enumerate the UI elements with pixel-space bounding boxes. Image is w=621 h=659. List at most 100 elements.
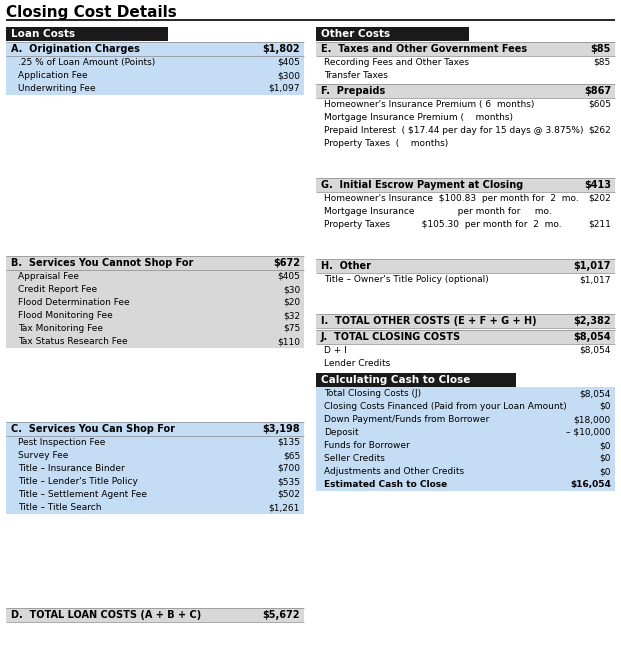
Text: Mortgage Insurance Premium (    months): Mortgage Insurance Premium ( months) bbox=[324, 113, 513, 122]
Text: $262: $262 bbox=[588, 126, 611, 135]
Bar bbox=[316, 314, 615, 328]
Text: $1,802: $1,802 bbox=[263, 44, 300, 54]
Text: Flood Monitoring Fee: Flood Monitoring Fee bbox=[18, 311, 113, 320]
Text: Closing Costs Financed (Paid from your Loan Amount): Closing Costs Financed (Paid from your L… bbox=[324, 402, 567, 411]
Text: $502: $502 bbox=[277, 490, 300, 499]
Text: Lender Credits: Lender Credits bbox=[324, 359, 390, 368]
Text: .25 % of Loan Amount (Points): .25 % of Loan Amount (Points) bbox=[18, 58, 155, 67]
Text: J.  TOTAL CLOSING COSTS: J. TOTAL CLOSING COSTS bbox=[321, 332, 461, 342]
Text: $0: $0 bbox=[599, 402, 611, 411]
Text: $1,017: $1,017 bbox=[574, 261, 611, 271]
Text: Closing Cost Details: Closing Cost Details bbox=[6, 5, 177, 20]
Text: $8,054: $8,054 bbox=[573, 332, 611, 342]
Text: Underwriting Fee: Underwriting Fee bbox=[18, 84, 96, 93]
Bar bbox=[316, 259, 615, 273]
Text: $202: $202 bbox=[588, 194, 611, 203]
Text: Prepaid Interest  ( $17.44 per day for 15 days @ 3.875%): Prepaid Interest ( $17.44 per day for 15… bbox=[324, 126, 584, 135]
Bar bbox=[316, 273, 615, 286]
Text: H.  Other: H. Other bbox=[321, 261, 371, 271]
Text: $1,261: $1,261 bbox=[269, 503, 300, 512]
Text: F.  Prepaids: F. Prepaids bbox=[321, 86, 385, 96]
Text: $65: $65 bbox=[283, 451, 300, 460]
Text: Transfer Taxes: Transfer Taxes bbox=[324, 71, 388, 80]
Text: $20: $20 bbox=[283, 298, 300, 307]
Text: $535: $535 bbox=[277, 477, 300, 486]
Text: I.  TOTAL OTHER COSTS (E + F + G + H): I. TOTAL OTHER COSTS (E + F + G + H) bbox=[321, 316, 537, 326]
Text: $75: $75 bbox=[283, 324, 300, 333]
Text: Title – Title Search: Title – Title Search bbox=[18, 503, 101, 512]
Text: $85: $85 bbox=[591, 44, 611, 54]
Text: Survey Fee: Survey Fee bbox=[18, 451, 68, 460]
Text: Loan Costs: Loan Costs bbox=[11, 29, 75, 39]
Text: Mortgage Insurance               per month for     mo.: Mortgage Insurance per month for mo. bbox=[324, 207, 551, 216]
Text: $405: $405 bbox=[277, 58, 300, 67]
Bar bbox=[316, 84, 615, 98]
Text: Property Taxes           $105.30  per month for  2  mo.: Property Taxes $105.30 per month for 2 m… bbox=[324, 220, 561, 229]
Text: $85: $85 bbox=[594, 58, 611, 67]
Text: Seller Credits: Seller Credits bbox=[324, 454, 385, 463]
Text: Appraisal Fee: Appraisal Fee bbox=[18, 272, 79, 281]
Bar bbox=[316, 42, 615, 56]
Bar bbox=[316, 373, 516, 387]
Bar bbox=[316, 192, 615, 231]
Bar bbox=[6, 422, 304, 436]
Text: Title – Lender's Title Policy: Title – Lender's Title Policy bbox=[18, 477, 138, 486]
Text: $5,672: $5,672 bbox=[263, 610, 300, 620]
Text: Homeowner's Insurance Premium ( 6  months): Homeowner's Insurance Premium ( 6 months… bbox=[324, 100, 535, 109]
Text: $0: $0 bbox=[599, 441, 611, 450]
Text: Down Payment/Funds from Borrower: Down Payment/Funds from Borrower bbox=[324, 415, 489, 424]
Bar bbox=[6, 27, 168, 41]
Text: $1,097: $1,097 bbox=[268, 84, 300, 93]
Text: Funds for Borrower: Funds for Borrower bbox=[324, 441, 410, 450]
Text: $405: $405 bbox=[277, 272, 300, 281]
Text: Adjustments and Other Credits: Adjustments and Other Credits bbox=[324, 467, 464, 476]
Bar bbox=[316, 387, 615, 491]
Text: B.  Services You Cannot Shop For: B. Services You Cannot Shop For bbox=[11, 258, 193, 268]
Text: Deposit: Deposit bbox=[324, 428, 358, 437]
Text: D + I: D + I bbox=[324, 346, 347, 355]
Bar bbox=[6, 56, 304, 95]
Text: $605: $605 bbox=[588, 100, 611, 109]
Bar bbox=[316, 330, 615, 344]
Text: $700: $700 bbox=[277, 464, 300, 473]
Text: $16,054: $16,054 bbox=[570, 480, 611, 489]
Text: G.  Initial Escrow Payment at Closing: G. Initial Escrow Payment at Closing bbox=[321, 180, 524, 190]
Text: $32: $32 bbox=[283, 311, 300, 320]
Text: Pest Inspection Fee: Pest Inspection Fee bbox=[18, 438, 106, 447]
Bar bbox=[6, 256, 304, 270]
Bar bbox=[316, 27, 469, 41]
Bar bbox=[6, 608, 304, 622]
Text: D.  TOTAL LOAN COSTS (A + B + C): D. TOTAL LOAN COSTS (A + B + C) bbox=[11, 610, 201, 620]
Text: C.  Services You Can Shop For: C. Services You Can Shop For bbox=[11, 424, 175, 434]
Text: – $10,000: – $10,000 bbox=[566, 428, 611, 437]
Bar bbox=[316, 344, 615, 370]
Bar bbox=[316, 178, 615, 192]
Text: Calculating Cash to Close: Calculating Cash to Close bbox=[321, 375, 470, 385]
Text: Flood Determination Fee: Flood Determination Fee bbox=[18, 298, 130, 307]
Text: Estimated Cash to Close: Estimated Cash to Close bbox=[324, 480, 447, 489]
Text: Tax Status Research Fee: Tax Status Research Fee bbox=[18, 337, 128, 346]
Text: $3,198: $3,198 bbox=[263, 424, 300, 434]
Text: Total Closing Costs (J): Total Closing Costs (J) bbox=[324, 389, 421, 398]
Text: $672: $672 bbox=[273, 258, 300, 268]
Text: Tax Monitoring Fee: Tax Monitoring Fee bbox=[18, 324, 103, 333]
Text: $8,054: $8,054 bbox=[579, 389, 611, 398]
Text: Title – Insurance Binder: Title – Insurance Binder bbox=[18, 464, 125, 473]
Text: Credit Report Fee: Credit Report Fee bbox=[18, 285, 97, 294]
Text: $1,017: $1,017 bbox=[579, 275, 611, 284]
Text: $0: $0 bbox=[599, 454, 611, 463]
Text: Other Costs: Other Costs bbox=[321, 29, 390, 39]
Text: Application Fee: Application Fee bbox=[18, 71, 88, 80]
Text: $135: $135 bbox=[277, 438, 300, 447]
Text: $0: $0 bbox=[599, 467, 611, 476]
Text: Homeowner's Insurance  $100.83  per month for  2  mo.: Homeowner's Insurance $100.83 per month … bbox=[324, 194, 579, 203]
Text: $413: $413 bbox=[584, 180, 611, 190]
Bar bbox=[316, 56, 615, 82]
Text: $8,054: $8,054 bbox=[579, 346, 611, 355]
Bar bbox=[6, 42, 304, 56]
Text: $30: $30 bbox=[283, 285, 300, 294]
Text: $18,000: $18,000 bbox=[574, 415, 611, 424]
Bar bbox=[6, 436, 304, 514]
Text: $300: $300 bbox=[277, 71, 300, 80]
Text: $211: $211 bbox=[588, 220, 611, 229]
